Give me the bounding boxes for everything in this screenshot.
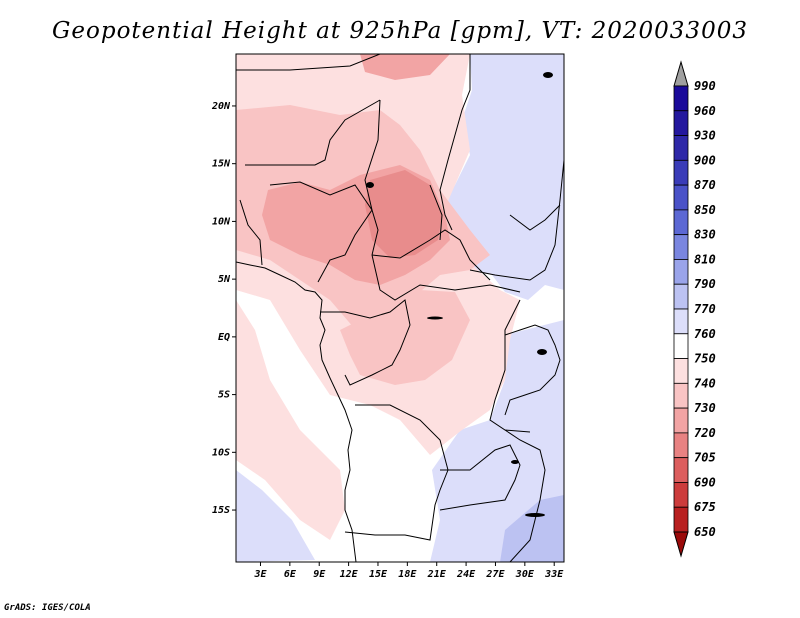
colorbar-label: 720 — [694, 426, 716, 440]
field-darkpink-core — [365, 170, 442, 258]
lat-tick-label: EQ — [218, 332, 230, 343]
border-east-lakes — [504, 324, 561, 416]
colorbar-label: 760 — [694, 327, 716, 341]
border-angola — [344, 404, 449, 541]
colorbar-label: 850 — [694, 203, 716, 217]
colorbar: 990 960 930 900 870 850 830 810 790 770 760 750 740 7… — [673, 60, 716, 558]
height-field — [236, 54, 564, 562]
colorbar-label: 790 — [694, 277, 716, 291]
lat-tick-label: 15S — [212, 505, 230, 516]
lake-nasser — [543, 72, 553, 78]
border-misc-1 — [429, 184, 443, 241]
colorbar-label: 650 — [694, 525, 716, 539]
map-frame — [235, 53, 565, 563]
colorbar-label: 900 — [694, 153, 716, 167]
border-nigeria-cameroon — [269, 181, 373, 283]
border-sudan-egypt — [439, 54, 471, 231]
colorbar-label: 770 — [694, 302, 716, 316]
lat-tick-label: 20N — [211, 101, 231, 112]
colorbar-segment — [673, 209, 689, 236]
field-blue-southwest — [236, 470, 315, 562]
border-mozambique — [504, 429, 546, 562]
lake-bangweulu — [511, 460, 519, 464]
lake-mai-ndombe — [427, 316, 443, 320]
lon-tick-label: 12E — [340, 569, 359, 580]
border-west-small — [239, 199, 263, 266]
lat-tick-label: 5S — [218, 390, 230, 401]
field-lightpink-southwest — [236, 300, 345, 540]
colorbar-segment — [673, 85, 689, 112]
coastline-west-africa — [236, 261, 357, 562]
lon-tick-label: 33E — [544, 569, 564, 580]
lon-tick-label: 18E — [398, 569, 417, 580]
latitude-axis: 20N 15N 10N 5N EQ 5S 10S 15S — [211, 101, 236, 516]
lake-kariba — [525, 513, 545, 517]
colorbar-segment — [673, 506, 689, 533]
colorbar-segment — [673, 382, 689, 409]
colorbar-label: 930 — [694, 129, 716, 143]
political-boundaries — [236, 54, 564, 562]
colorbar-segment — [673, 457, 689, 483]
lat-tick-label: 10N — [212, 216, 231, 227]
colorbar-label: 675 — [694, 500, 716, 514]
colorbar-label: 810 — [694, 252, 716, 266]
border-car-north — [371, 229, 491, 281]
lon-tick-label: 15E — [369, 569, 388, 580]
border-chad-sudan — [364, 99, 381, 256]
lat-tick-label: 5N — [218, 274, 231, 285]
chart-title: Geopotential Height at 925hPa [gpm], VT:… — [52, 18, 748, 44]
colorbar-label: 690 — [694, 475, 716, 489]
lon-tick-label: 6E — [284, 569, 297, 580]
colorbar-segment — [673, 110, 689, 136]
colorbar-label: 960 — [694, 104, 716, 118]
colorbar-segment — [673, 283, 689, 310]
lon-tick-label: 27E — [485, 569, 505, 580]
border-car-south — [371, 254, 521, 301]
lake-chad — [366, 182, 374, 188]
border-misc-2 — [509, 204, 561, 231]
colorbar-label: 750 — [694, 352, 716, 366]
lon-tick-label: 3E — [253, 569, 267, 580]
colorbar-label: 830 — [694, 228, 716, 242]
grads-credit: GrADS: IGES/COLA — [4, 603, 91, 613]
lon-tick-label: 24E — [456, 569, 476, 580]
colorbar-segment — [673, 358, 689, 384]
border-chad-niger — [245, 99, 381, 166]
colorbar-top-arrow — [673, 60, 689, 87]
colorbar-segment — [673, 333, 689, 359]
colorbar-segment — [673, 482, 689, 508]
border-congo — [320, 299, 411, 386]
longitude-axis: 3E 6E 9E 12E 15E 18E 21E 24E 27E 30E 33E — [253, 562, 564, 580]
border-zambia — [439, 444, 521, 511]
colorbar-label: 870 — [694, 178, 716, 192]
colorbar-segment — [673, 308, 689, 335]
lakes — [366, 72, 553, 517]
border-libya-chad — [236, 54, 381, 71]
lon-tick-label: 21E — [427, 569, 447, 580]
colorbar-bottom-arrow — [673, 531, 689, 558]
lat-tick-label: 10S — [212, 447, 230, 458]
colorbar-segment — [673, 159, 689, 186]
colorbar-segment — [673, 407, 689, 434]
colorbar-segment — [673, 135, 689, 161]
field-blue-southeast — [500, 495, 564, 562]
colorbar-label: 990 — [694, 79, 716, 93]
lon-tick-label: 30E — [515, 569, 535, 580]
colorbar-segment — [673, 184, 689, 211]
colorbar-label: 730 — [694, 401, 716, 415]
lat-tick-label: 15N — [212, 159, 231, 170]
colorbar-label: 740 — [694, 376, 716, 390]
colorbar-segment — [673, 432, 689, 459]
lake-victoria — [537, 349, 547, 355]
field-midpink-top — [360, 54, 450, 80]
field-blue-east — [430, 320, 564, 562]
colorbar-label: 705 — [694, 451, 716, 465]
lon-tick-label: 9E — [313, 569, 326, 580]
colorbar-segment — [673, 259, 689, 285]
border-ethiopia — [469, 159, 564, 281]
colorbar-segment — [673, 234, 689, 260]
